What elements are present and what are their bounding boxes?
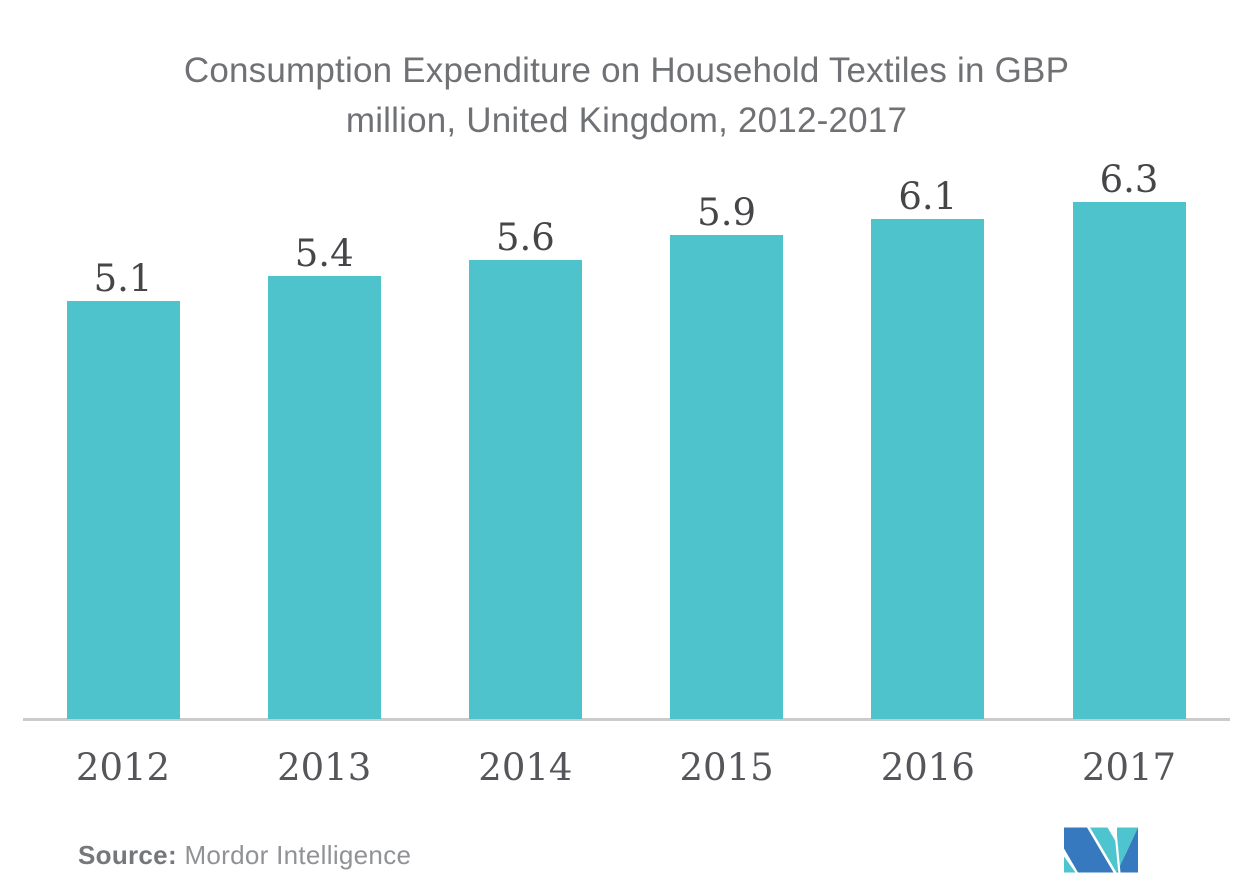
bar-value-label: 6.1: [898, 174, 958, 218]
chart-title-line1: Consumption Expenditure on Household Tex…: [183, 51, 1070, 90]
x-axis-label: 2017: [1081, 746, 1177, 789]
bar-value-label: 5.6: [495, 215, 555, 259]
bar-value-label: 5.1: [93, 256, 153, 300]
chart-title: Consumption Expenditure on Household Tex…: [0, 46, 1253, 146]
x-axis-line: [23, 718, 1230, 721]
bar-value-label: 5.9: [697, 191, 757, 235]
chart-title-line2: million, United Kingdom, 2012-2017: [345, 101, 908, 140]
bar: [468, 259, 582, 719]
source-text: Source: Mordor Intelligence: [78, 840, 411, 870]
bar: [871, 218, 985, 719]
x-axis-label: 2012: [75, 746, 171, 789]
x-axis-label: 2016: [880, 746, 975, 789]
logo-m-icon: [1064, 827, 1138, 873]
mordor-intelligence-logo: [1064, 827, 1138, 873]
source-label: Source:: [78, 840, 177, 870]
x-axis-label: 2015: [679, 746, 774, 789]
bar-value-label: 5.4: [294, 232, 354, 276]
source-name: Mordor Intelligence: [184, 840, 412, 870]
bar: [1072, 202, 1186, 719]
x-axis-label: 2014: [478, 746, 573, 789]
bar: [66, 300, 180, 719]
bar: [267, 276, 381, 719]
x-axis-label: 2013: [277, 746, 372, 789]
bar: [670, 235, 784, 719]
bar-value-label: 6.3: [1099, 158, 1159, 202]
